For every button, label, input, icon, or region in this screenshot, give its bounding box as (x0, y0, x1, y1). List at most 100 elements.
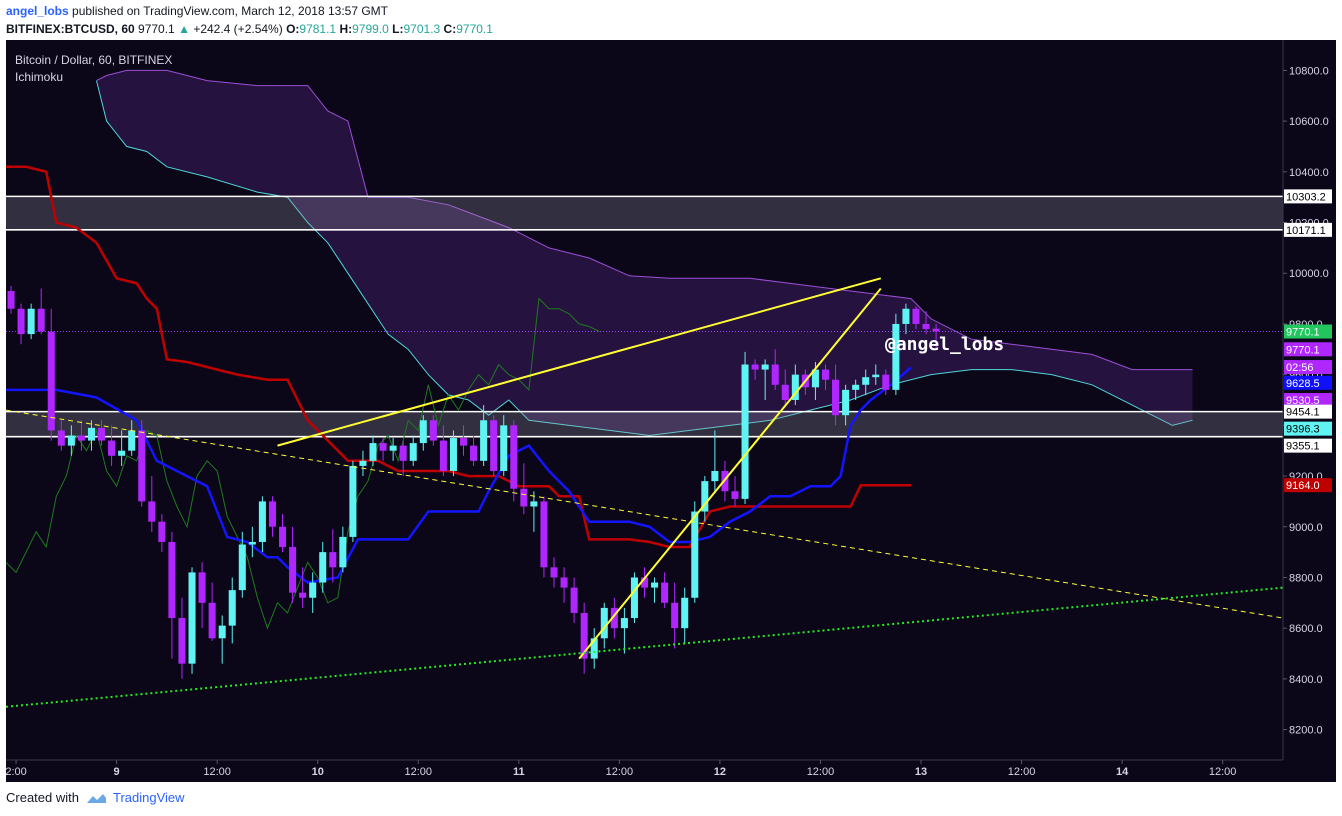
zone-rect (6, 196, 1283, 230)
candle (289, 526, 297, 603)
candle (661, 572, 669, 608)
candle (610, 597, 618, 639)
candle-body (188, 572, 196, 664)
candle (872, 364, 880, 385)
price-label-bg (1284, 438, 1332, 453)
price-label-bg (1284, 342, 1332, 357)
candle-body (449, 438, 457, 471)
price-label-text: 9454.1 (1286, 407, 1320, 419)
candle (299, 567, 307, 608)
price-label-bg (1284, 360, 1332, 375)
candle (530, 491, 538, 532)
close-label: C: (443, 22, 457, 36)
candle (188, 567, 196, 674)
price-zones (6, 195, 1283, 438)
chart-title: Bitcoin / Dollar, 60, BITFINEX (15, 53, 172, 67)
candle (570, 577, 578, 624)
indicator-label: Ichimoku (15, 70, 63, 84)
price-label-bg (1284, 393, 1332, 407)
low-value: 9701.3 (403, 22, 441, 36)
candle (771, 349, 779, 390)
candle (922, 311, 930, 335)
x-tick-label: 12:00 (203, 766, 231, 778)
candle-body (198, 572, 206, 603)
candle-body (118, 450, 126, 456)
candle-body (138, 430, 146, 502)
candle-body (862, 377, 870, 385)
candle-body (268, 501, 276, 527)
candle (208, 582, 216, 641)
candle-body (932, 328, 940, 332)
candle (630, 572, 638, 624)
candle-body (429, 420, 437, 441)
candle-body (329, 552, 337, 568)
candle (248, 526, 256, 558)
candle (761, 359, 769, 400)
candle (138, 420, 146, 507)
candle (882, 369, 890, 395)
candle (7, 285, 15, 314)
author-link[interactable]: angel_lobs (6, 4, 69, 18)
price-chart[interactable]: 8200.08400.08600.08800.09000.09200.09400… (6, 40, 1336, 782)
candle (691, 501, 699, 603)
candle (399, 440, 407, 477)
y-tick-label: 9000.0 (1289, 522, 1323, 534)
price-label-text: 10171.1 (1286, 225, 1326, 237)
candle-body (409, 443, 417, 461)
tenkan-sen (6, 366, 912, 584)
candle (228, 577, 236, 644)
x-tick-label: 10 (312, 766, 324, 778)
candle (218, 615, 226, 664)
candle (490, 415, 498, 477)
tradingview-link[interactable]: TradingView (112, 790, 185, 805)
candle-body (852, 384, 860, 390)
price-label: 9164.0 (1284, 478, 1332, 493)
candle (278, 514, 287, 553)
price-label-text: 9355.1 (1286, 441, 1320, 453)
price-label: 9770.1 (1284, 324, 1332, 339)
candle (158, 514, 166, 553)
price-label: 02:56 (1284, 360, 1332, 375)
x-tick-label: 11 (513, 766, 525, 778)
price-label: 10303.2 (1284, 189, 1332, 204)
candle-body (379, 443, 387, 451)
candle-body (751, 364, 759, 370)
candle (449, 430, 457, 477)
candle (379, 438, 387, 461)
close-value: 9770.1 (456, 22, 493, 36)
up-arrow-icon: ▲ (178, 22, 190, 36)
candle (510, 420, 518, 502)
candle (781, 369, 789, 406)
candle-body (510, 425, 518, 489)
zone-rect (6, 411, 1283, 437)
x-tick-label: 12 (714, 766, 726, 778)
candle (731, 476, 739, 507)
price-label-bg (1284, 189, 1332, 204)
price-label-text: 02:56 (1286, 362, 1314, 374)
candle-body (218, 625, 226, 639)
candle-body (419, 420, 427, 444)
candle (540, 496, 548, 578)
x-tick-label: 14 (1116, 766, 1129, 778)
price-change: +242.4 (+2.54%) (193, 22, 283, 36)
candle-body (882, 374, 890, 390)
publish-line: angel_lobs published on TradingView.com,… (6, 3, 1336, 19)
candle-body (530, 501, 538, 507)
price-label-text: 10303.2 (1286, 191, 1326, 203)
candle (681, 587, 689, 644)
trendline-solid (578, 287, 882, 660)
candle-body (158, 521, 166, 542)
candle (118, 430, 126, 466)
candle-body (500, 425, 508, 471)
symbol-line: BITFINEX:BTCUSD, 60 9770.1 ▲ +242.4 (+2.… (6, 21, 1336, 37)
candle-body (630, 577, 638, 619)
candle-body (560, 577, 568, 588)
candle (932, 324, 940, 349)
chart-area[interactable]: 8200.08400.08600.08800.09000.09200.09400… (6, 40, 1336, 782)
candle-body (872, 374, 880, 378)
candle (912, 306, 920, 330)
candle-body (389, 445, 397, 451)
candle (701, 476, 709, 522)
candle (67, 425, 75, 456)
price-label-bg (1284, 324, 1332, 339)
